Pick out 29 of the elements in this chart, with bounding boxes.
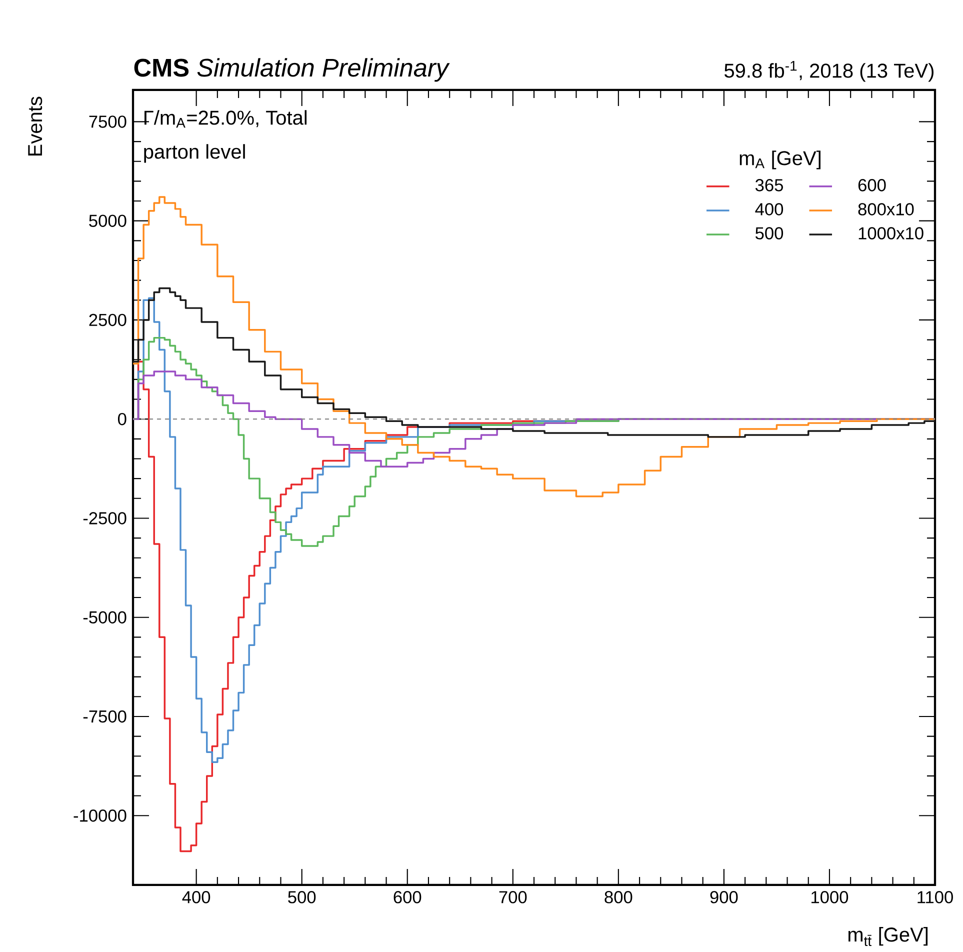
x-tick-label: 1000 <box>812 891 848 904</box>
x-tick-label: 400 <box>182 891 210 904</box>
y-tick-label: -2500 <box>83 512 126 524</box>
y-tick-label: -7500 <box>83 710 126 723</box>
x-axis-title: m$_{tt̄}$ [GeV] <box>848 927 928 946</box>
annotation: parton level <box>144 144 245 163</box>
legend-title: m$_{A}$ [GeV] <box>740 150 820 170</box>
x-tick-label: 1100 <box>918 891 953 904</box>
legend-label: 1000x10 <box>858 227 924 240</box>
x-tick-label: 800 <box>604 891 632 904</box>
legend-label: 365 <box>755 179 783 192</box>
legend-label: 600 <box>858 179 886 192</box>
x-tick-label: 600 <box>394 891 422 904</box>
y-tick-label: 2500 <box>89 314 126 326</box>
y-tick-label: -5000 <box>83 611 126 624</box>
legend-label: 500 <box>755 227 784 240</box>
x-tick-label: 700 <box>499 891 527 904</box>
y-tick-label: 7500 <box>89 116 126 128</box>
legend-label: 400 <box>755 203 784 216</box>
y-tick-label: -10000 <box>74 810 126 822</box>
legend-label: 800x10 <box>858 203 914 216</box>
chart-title: CMS Simulation Preliminary <box>134 58 450 82</box>
y-axis-title: Events <box>28 96 42 156</box>
y-tick-label: 5000 <box>89 214 126 228</box>
x-tick-label: 900 <box>710 891 738 904</box>
y-tick-label: 0 <box>118 413 126 426</box>
annotation: Γ/m$_{A}$=25.0%, Total <box>144 110 307 128</box>
chart-subtitle: 59.8 fb$^{-1}$, 2018 (13 TeV) <box>724 61 934 82</box>
x-tick-label: 500 <box>288 891 316 904</box>
